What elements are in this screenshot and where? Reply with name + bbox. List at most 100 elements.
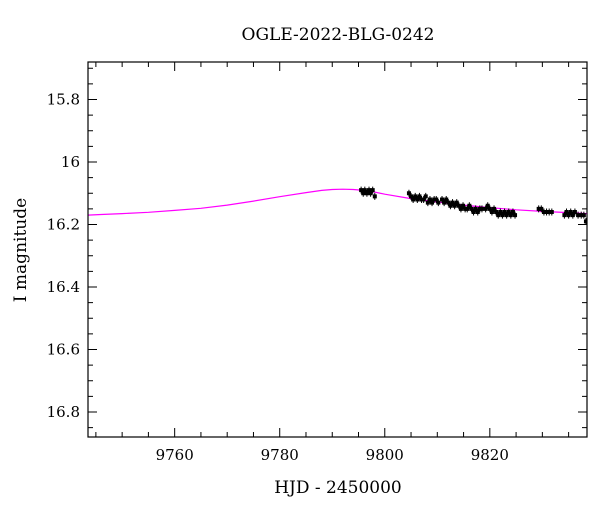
data-point <box>572 208 577 216</box>
data-point-marker <box>498 210 503 214</box>
data-point <box>430 199 435 207</box>
data-point-marker <box>487 206 492 211</box>
data-point-marker <box>417 194 422 199</box>
data-point <box>496 211 501 219</box>
data-point-marker <box>442 200 447 205</box>
data-point-marker <box>440 197 445 202</box>
data-point-marker <box>411 197 416 202</box>
data-point-marker <box>430 200 435 205</box>
data-point <box>539 205 544 213</box>
data-point-marker <box>419 197 424 202</box>
data-point-marker <box>423 194 428 199</box>
data-point-marker <box>427 197 432 202</box>
x-tick-label: 9760 <box>156 446 194 464</box>
data-point-marker <box>436 200 441 205</box>
x-tick-label: 9800 <box>366 446 404 464</box>
data-point-marker <box>458 206 463 211</box>
data-point <box>463 205 468 213</box>
data-point-marker <box>479 206 484 211</box>
data-point <box>475 208 480 216</box>
data-point-marker <box>469 206 474 211</box>
data-point-marker <box>444 197 449 202</box>
data-point-marker <box>461 203 466 208</box>
data-point <box>483 205 488 213</box>
data-point-marker <box>539 206 544 211</box>
data-point <box>544 208 549 216</box>
data-point-marker <box>454 200 459 205</box>
data-point-marker <box>473 206 478 211</box>
data-point <box>444 196 449 203</box>
y-tick-label: 16.2 <box>47 216 80 234</box>
data-point-marker <box>406 191 411 196</box>
data-point-marker <box>432 197 437 202</box>
data-point-marker <box>510 210 515 214</box>
y-tick-label: 16.4 <box>47 278 80 296</box>
data-point <box>562 211 567 219</box>
data-point <box>508 211 513 219</box>
data-point <box>370 186 375 194</box>
data-point <box>513 211 518 219</box>
x-tick-label: 9820 <box>471 446 509 464</box>
data-point-marker <box>471 210 476 214</box>
data-point-marker <box>409 194 414 199</box>
data-point-marker <box>448 203 453 208</box>
data-point <box>570 211 575 219</box>
data-point <box>568 208 573 216</box>
data-point-marker <box>568 210 573 214</box>
data-point-marker <box>413 194 418 199</box>
data-point-marker <box>583 219 587 224</box>
data-point <box>506 208 511 216</box>
data-point-marker <box>467 203 472 208</box>
data-point <box>504 211 509 219</box>
data-point <box>427 196 432 203</box>
chart-title: OGLE-2022-BLG-0242 <box>242 25 435 45</box>
data-point-marker <box>372 194 377 199</box>
data-point <box>492 205 497 213</box>
data-point <box>456 202 461 210</box>
y-axis-label: I magnitude <box>11 198 31 302</box>
data-point <box>477 205 482 213</box>
data-point <box>473 205 478 213</box>
data-point <box>359 186 364 194</box>
data-point-marker <box>500 213 505 218</box>
data-point-marker <box>450 200 455 205</box>
data-point <box>566 211 571 219</box>
data-point-marker <box>456 203 461 208</box>
data-point-marker <box>544 210 549 214</box>
data-point-marker <box>496 213 501 218</box>
data-point <box>425 199 430 207</box>
data-point <box>413 192 418 200</box>
data-point <box>461 202 466 210</box>
data-point <box>446 199 451 207</box>
data-point-marker <box>572 210 577 214</box>
data-point <box>579 211 584 219</box>
data-point <box>417 192 422 200</box>
data-point-marker <box>579 213 584 218</box>
data-point <box>452 202 457 210</box>
data-point <box>541 208 546 216</box>
data-point <box>494 208 499 216</box>
x-axis-label: HJD - 2450000 <box>274 478 402 498</box>
data-point <box>409 192 414 200</box>
data-point-marker <box>364 191 369 196</box>
data-point <box>436 199 441 207</box>
data-point <box>454 199 459 207</box>
data-point <box>564 208 569 216</box>
data-point <box>471 208 476 216</box>
data-point <box>423 192 428 200</box>
data-point <box>576 211 581 219</box>
data-point-marker <box>547 210 552 214</box>
data-point <box>547 208 552 216</box>
data-point-marker <box>549 210 554 214</box>
plot-frame <box>87 61 588 438</box>
data-point-marker <box>483 206 488 211</box>
data-point <box>536 205 541 213</box>
data-point <box>411 196 416 203</box>
data-point <box>406 189 411 197</box>
data-point-marker <box>425 200 430 205</box>
data-point-marker <box>361 191 366 196</box>
data-point <box>450 199 455 207</box>
data-point <box>487 205 492 213</box>
data-point <box>583 217 587 225</box>
data-point <box>458 205 463 213</box>
